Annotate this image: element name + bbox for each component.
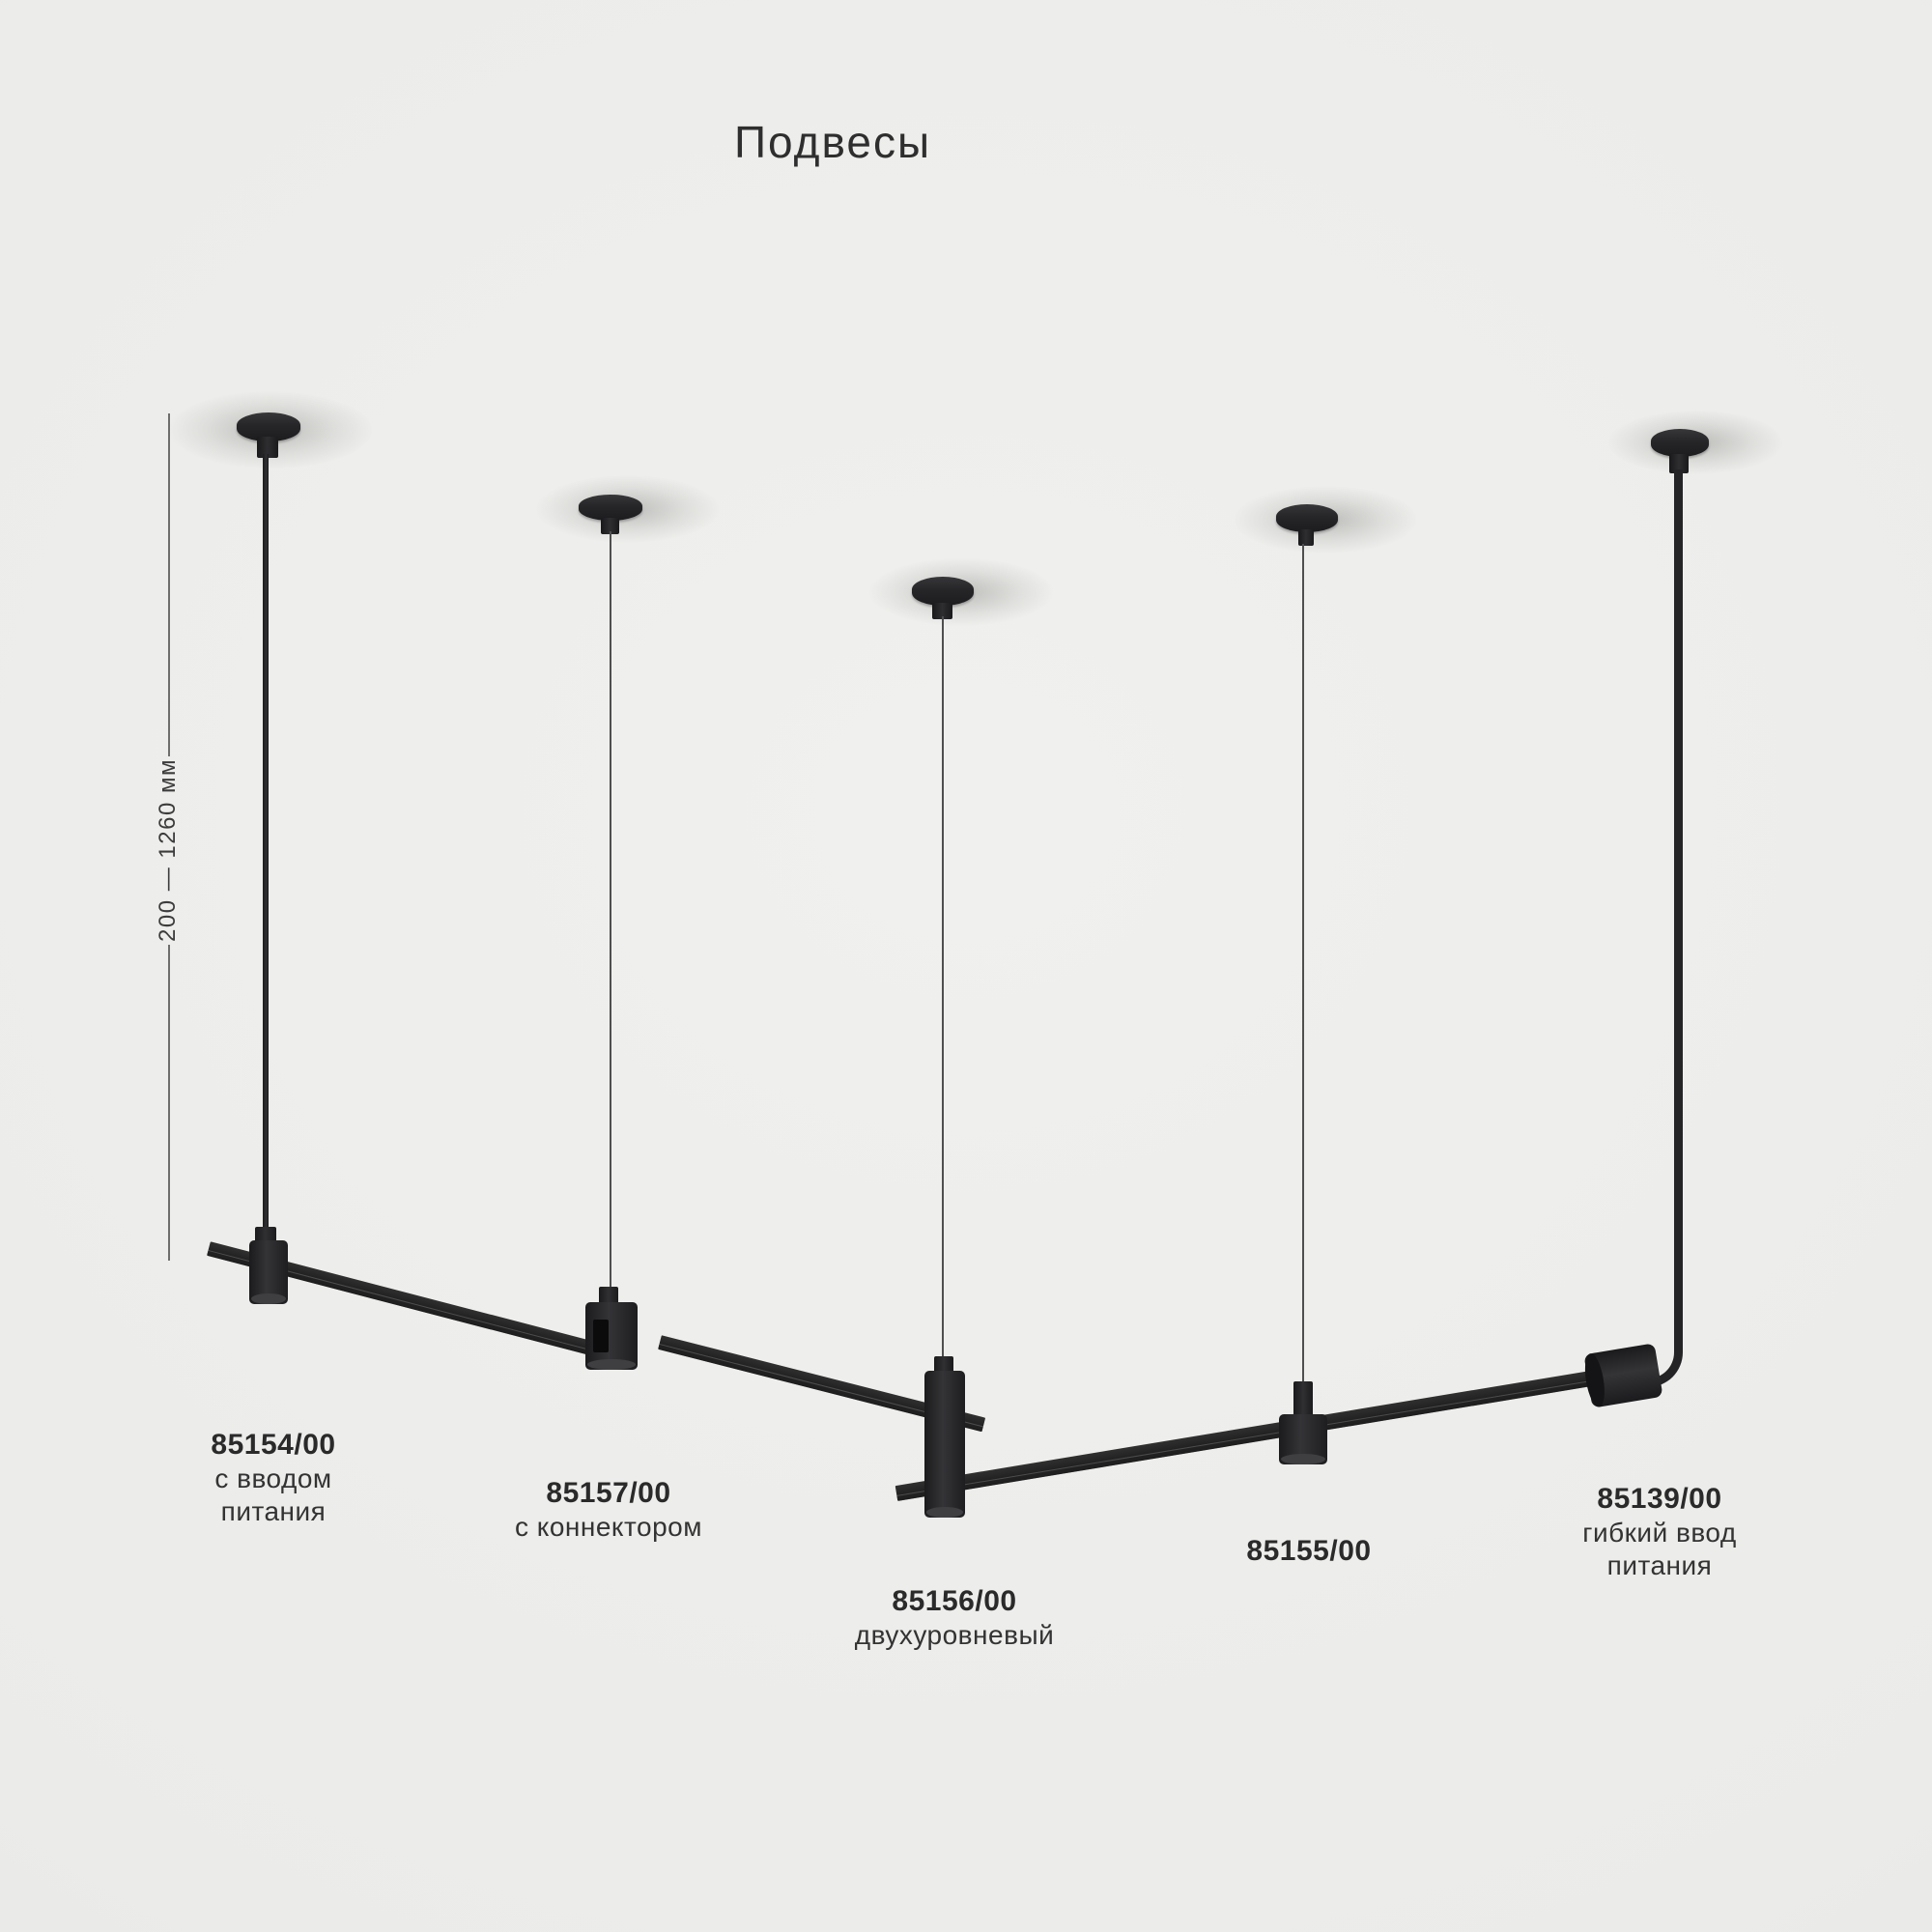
canopy-85139 <box>1651 429 1709 457</box>
connector-body-85155 <box>1279 1414 1327 1464</box>
product-desc: с коннектором <box>515 1512 702 1542</box>
product-code: 85157/00 <box>546 1477 671 1509</box>
flexible-power-cable-85139 <box>1642 469 1683 1387</box>
connector-body-85156 <box>924 1371 965 1518</box>
product-label-85139: 85139/00 гибкий ввод питания <box>1582 1482 1736 1582</box>
product-code: 85155/00 <box>1246 1535 1372 1567</box>
product-desc: гибкий ввод <box>1582 1518 1737 1548</box>
connector-body-85157 <box>585 1302 638 1370</box>
track-rail-lower <box>895 1370 1596 1501</box>
suspension-rod-85154 <box>263 454 269 1241</box>
suspension-cable-85156 <box>942 616 944 1360</box>
product-label-85155: 85155/00 <box>1246 1534 1371 1569</box>
canopy-85155 <box>1276 504 1338 532</box>
product-label-85156: 85156/00 двухуровневый <box>855 1584 1054 1652</box>
canopy-stem-85156 <box>932 603 952 619</box>
page-title: Подвесы <box>733 117 932 167</box>
product-code: 85154/00 <box>211 1429 336 1461</box>
dimension-line-top <box>168 413 170 756</box>
connector-neck-85155 <box>1293 1381 1313 1418</box>
product-desc: питания <box>220 1496 327 1526</box>
canopy-stem-85155 <box>1298 529 1314 546</box>
canopy-stem-85154 <box>257 437 278 458</box>
product-desc: с вводом <box>214 1463 332 1493</box>
suspension-cable-85157 <box>610 531 611 1292</box>
connector-slot <box>593 1320 609 1352</box>
canopy-stem-85157 <box>601 518 619 534</box>
product-label-85157: 85157/00 с коннектором <box>515 1476 702 1544</box>
product-desc: двухуровневый <box>854 1620 1055 1650</box>
connector-neck-85154 <box>255 1227 276 1244</box>
canopy-stem-85139 <box>1669 454 1689 473</box>
canopy-85156 <box>912 577 974 606</box>
connector-neck-85156 <box>934 1356 953 1374</box>
connector-neck-85157 <box>599 1287 618 1304</box>
dimension-line-bottom <box>168 945 170 1261</box>
product-desc: питания <box>1606 1550 1713 1580</box>
product-code: 85139/00 <box>1597 1483 1722 1515</box>
connector-body-85154 <box>249 1240 288 1304</box>
canopy-85157 <box>579 495 642 521</box>
suspension-cable-85155 <box>1302 544 1304 1384</box>
product-code: 85156/00 <box>892 1585 1017 1617</box>
feed-cylinder-85139 <box>1583 1343 1663 1408</box>
dimension-label: 200 — 1260 мм <box>155 758 181 942</box>
product-label-85154: 85154/00 с вводом питания <box>211 1428 335 1528</box>
